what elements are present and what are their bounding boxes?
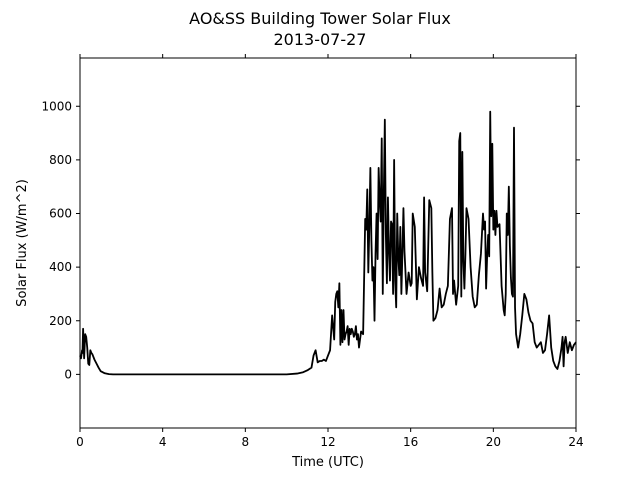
solar-flux-line [79, 110, 577, 376]
y-tick-label: 0 [64, 367, 72, 381]
chart-title: AO&SS Building Tower Solar Flux [189, 9, 451, 28]
x-tick-label: 16 [403, 435, 418, 449]
plot-frame [79, 57, 577, 429]
y-axis-label: Solar Flux (W/m^2) [15, 179, 30, 307]
y-tick-label: 1000 [41, 99, 72, 113]
y-tick-label: 600 [49, 207, 72, 221]
x-tick-label: 0 [76, 435, 84, 449]
x-tick-label: 20 [486, 435, 501, 449]
x-tick-label: 4 [159, 435, 167, 449]
x-tick-label: 8 [242, 435, 250, 449]
chart-subtitle: 2013-07-27 [274, 30, 367, 49]
y-tick-label: 800 [49, 153, 72, 167]
axis-ticks: 0 4 8 12 16 20 24 0 200 400 600 800 1000 [41, 54, 584, 449]
y-tick-label: 200 [49, 314, 72, 328]
x-axis-label: Time (UTC) [291, 455, 364, 470]
y-tick-label: 400 [49, 260, 72, 274]
series-layer [79, 110, 577, 376]
x-tick-label: 24 [568, 435, 583, 449]
x-tick-label: 12 [320, 435, 335, 449]
